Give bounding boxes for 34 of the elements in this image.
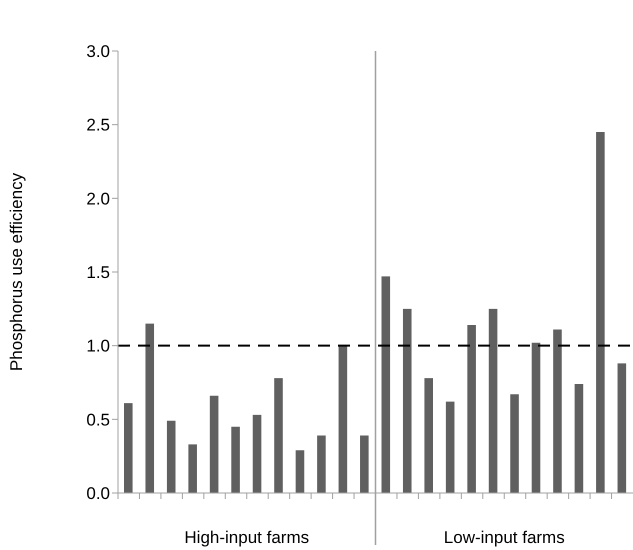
bar bbox=[145, 324, 154, 493]
bar bbox=[274, 378, 283, 493]
bar bbox=[188, 444, 197, 493]
text: Low-input farms bbox=[444, 528, 565, 547]
text: High-input farms bbox=[184, 528, 310, 547]
bar bbox=[510, 394, 519, 493]
y-tick-label: 1.5 bbox=[86, 263, 110, 282]
y-tick-label: 3.0 bbox=[86, 42, 110, 62]
y-tick-label: 0.5 bbox=[86, 410, 110, 430]
bar bbox=[317, 436, 326, 493]
bar bbox=[124, 403, 133, 493]
y-axis-title: Phosphorus use efficiency bbox=[7, 172, 26, 372]
bar bbox=[252, 414, 262, 493]
bar bbox=[488, 308, 498, 493]
bar bbox=[402, 308, 412, 493]
y-tick-label: 2.0 bbox=[86, 189, 110, 208]
bar bbox=[574, 384, 584, 493]
bar bbox=[296, 450, 304, 493]
y-tick-label: 2.5 bbox=[86, 116, 110, 135]
bar bbox=[210, 396, 218, 493]
bar bbox=[467, 325, 476, 493]
y-tick-label: 1.0 bbox=[86, 336, 110, 356]
bar bbox=[424, 378, 433, 493]
bar bbox=[553, 329, 562, 493]
bar bbox=[231, 426, 240, 493]
bar bbox=[446, 402, 454, 493]
bar bbox=[596, 132, 605, 493]
bar bbox=[360, 436, 369, 493]
y-tick-label: 0.0 bbox=[86, 484, 110, 504]
bar bbox=[338, 346, 348, 493]
bar bbox=[382, 276, 390, 493]
bar bbox=[532, 342, 540, 493]
bar bbox=[166, 420, 176, 493]
bar bbox=[618, 363, 626, 493]
